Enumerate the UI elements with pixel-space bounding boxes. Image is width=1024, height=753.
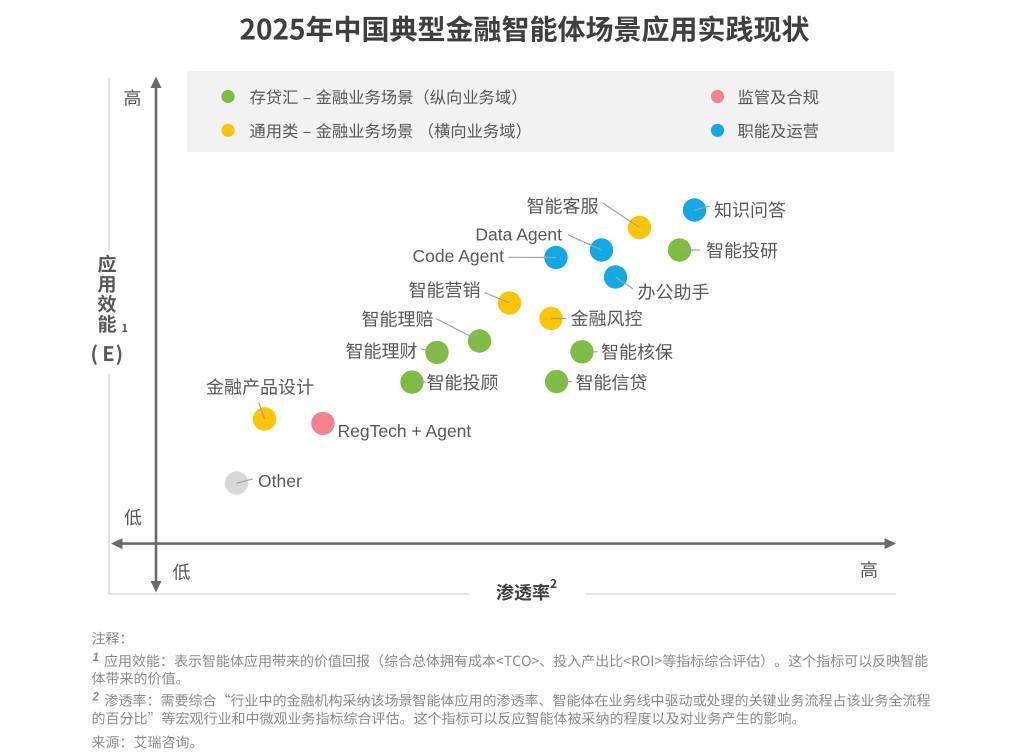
svg-text:1: 1 [93,652,99,664]
svg-text:Other: Other [258,471,302,491]
svg-text:Data Agent: Data Agent [475,225,562,245]
svg-text:2: 2 [92,692,100,704]
svg-text:Code Agent: Code Agent [413,246,505,266]
svg-text:RegTech + Agent: RegTech + Agent [338,421,472,441]
